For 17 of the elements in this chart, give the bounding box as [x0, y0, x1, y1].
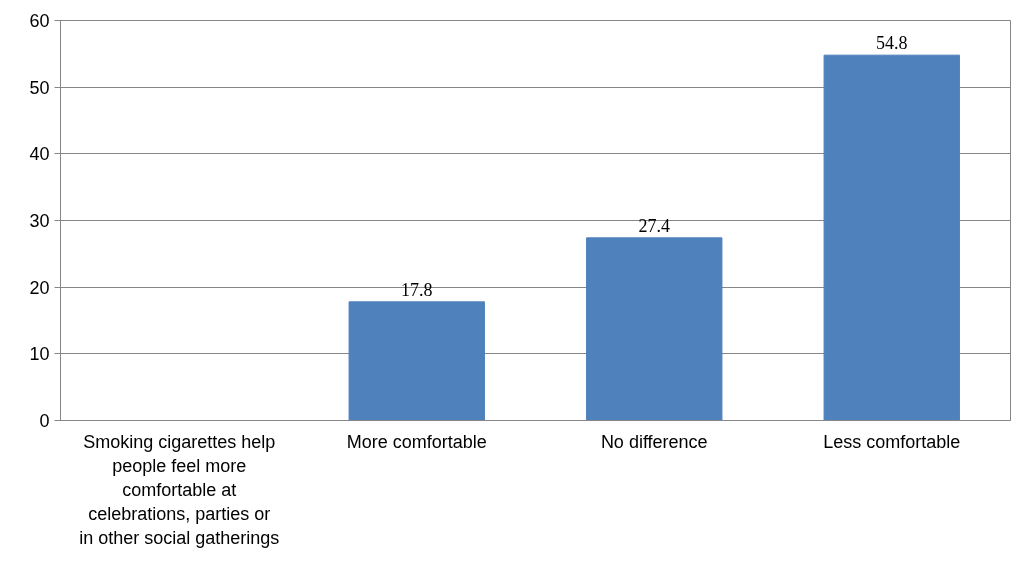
data-label: 54.8	[876, 33, 908, 54]
x-tick-label: Less comfortable	[823, 431, 961, 452]
x-tick-label: Smoking cigarettes help people feel more comfortable at celebrations, parties or in other social gatherings	[79, 431, 280, 548]
y-tick-label: 0	[39, 411, 50, 431]
data-label: 17.8	[401, 279, 433, 300]
x-tick-label: No difference	[600, 431, 708, 452]
y-tick-label: 60	[29, 11, 50, 31]
y-tick-label: 50	[29, 77, 50, 98]
y-tick-label: 40	[29, 144, 50, 165]
y-tick-label: 10	[29, 344, 50, 365]
bar	[586, 237, 723, 421]
y-tick-label: 20	[29, 277, 50, 298]
y-tick-label: 30	[29, 211, 50, 231]
bar	[823, 54, 960, 421]
x-tick-label: More comfortable	[346, 431, 487, 452]
data-label: 27.4	[638, 215, 670, 236]
bar	[348, 301, 485, 421]
